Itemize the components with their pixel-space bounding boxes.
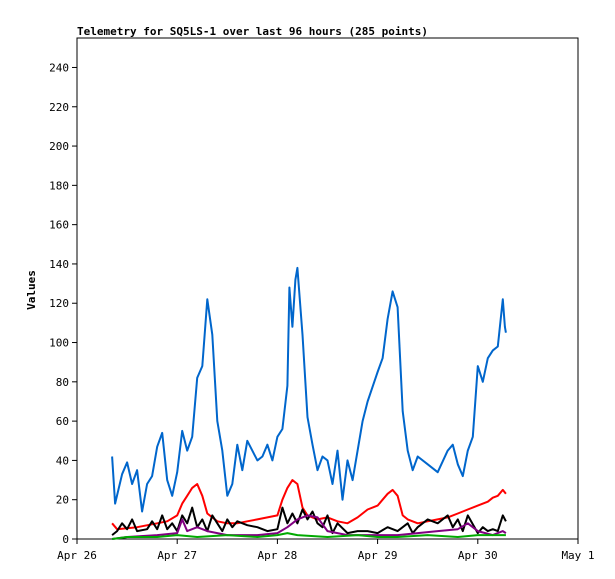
- y-tick-label: 100: [49, 337, 69, 350]
- y-axis: 0 20 40 60 80 100 120 140 160 180 200 220 240: [49, 61, 77, 546]
- y-tick-label: 60: [56, 415, 69, 428]
- x-axis: Apr 26 Apr 27 Apr 28 Apr 29 Apr 30 May 1: [57, 539, 595, 562]
- y-tick-label: 140: [49, 258, 69, 271]
- y-tick-label: 80: [56, 376, 69, 389]
- x-tick-label: Apr 30: [458, 549, 498, 562]
- x-tick-label: Apr 28: [258, 549, 298, 562]
- series-line-1: [111, 266, 507, 513]
- y-tick-label: 20: [56, 494, 69, 507]
- series-line-3: [111, 506, 507, 536]
- y-tick-label: 200: [49, 140, 69, 153]
- x-tick-label: May 1: [561, 549, 594, 562]
- y-axis-label: Values: [25, 270, 38, 310]
- x-tick-label: Apr 26: [57, 549, 97, 562]
- y-tick-label: 120: [49, 297, 69, 310]
- series-line-4: [111, 514, 507, 540]
- series-layer: [111, 266, 507, 540]
- chart-title: Telemetry for SQ5LS-1 over last 96 hours…: [77, 25, 428, 38]
- plot-frame: [76, 37, 579, 540]
- y-tick-label: 240: [49, 61, 69, 74]
- y-tick-label: 0: [62, 533, 69, 546]
- series-line-2: [111, 479, 507, 531]
- y-tick-label: 180: [49, 179, 69, 192]
- y-tick-label: 220: [49, 101, 69, 114]
- y-tick-label: 160: [49, 219, 69, 232]
- x-tick-label: Apr 29: [358, 549, 398, 562]
- x-tick-label: Apr 27: [157, 549, 197, 562]
- y-tick-label: 40: [56, 454, 69, 467]
- series-line-5: [111, 532, 506, 540]
